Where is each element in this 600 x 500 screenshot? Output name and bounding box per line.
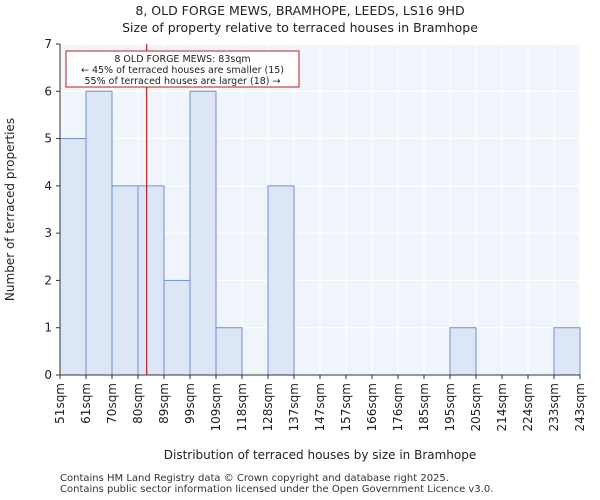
x-tick-label: 176sqm xyxy=(391,383,405,431)
bar xyxy=(267,185,295,376)
x-tick-label: 157sqm xyxy=(339,383,353,431)
x-tick-label: 205sqm xyxy=(469,383,483,431)
y-tick-label: 2 xyxy=(44,273,52,287)
y-axis-title: Number of terraced properties xyxy=(3,118,17,301)
annotation-line: 8 OLD FORGE MEWS: 83sqm xyxy=(114,54,250,65)
x-tick-label: 128sqm xyxy=(261,383,275,431)
x-tick-label: 195sqm xyxy=(443,383,457,431)
x-tick-label: 147sqm xyxy=(313,383,327,431)
x-tick-label: 80sqm xyxy=(131,383,145,424)
y-tick-label: 6 xyxy=(44,84,52,98)
bar xyxy=(111,185,139,376)
bar xyxy=(59,138,87,376)
x-tick-label: 70sqm xyxy=(105,383,119,424)
axis-labels: 0 1 2 3 4 5 6 7 51sqm 61sqm 70sqm 80sqm 89sqm 99sqm 10… xyxy=(3,37,587,462)
chart-subtitle: Size of property relative to terraced ho… xyxy=(122,20,478,35)
x-tick-label: 214sqm xyxy=(495,383,509,431)
x-axis-title: Distribution of terraced houses by size … xyxy=(164,448,477,462)
x-tick-label: 233sqm xyxy=(547,383,561,431)
x-tick-label: 61sqm xyxy=(79,383,93,424)
y-tick-label: 1 xyxy=(44,321,52,335)
bar xyxy=(163,279,191,376)
y-tick-label: 0 xyxy=(44,368,52,382)
footer-licence: Contains public sector information licen… xyxy=(60,484,494,495)
footer-copyright: Contains HM Land Registry data © Crown c… xyxy=(60,473,449,484)
x-tick-label: 51sqm xyxy=(53,383,67,424)
x-tick-label: 99sqm xyxy=(183,383,197,424)
x-tick-label: 224sqm xyxy=(521,383,535,431)
bar xyxy=(137,185,165,376)
y-tick-label: 7 xyxy=(44,37,52,51)
y-tick-label: 5 xyxy=(44,132,52,146)
annotation-box xyxy=(65,50,300,88)
bar xyxy=(215,327,243,376)
x-tick-label: 137sqm xyxy=(287,383,301,431)
annotation-line: 55% of terraced houses are larger (18) → xyxy=(85,76,281,87)
x-tick-label: 109sqm xyxy=(209,383,223,431)
x-tick-label: 185sqm xyxy=(417,383,431,431)
x-tick-label: 118sqm xyxy=(235,383,249,431)
x-tick-label: 166sqm xyxy=(365,383,379,431)
axes xyxy=(56,43,581,379)
y-tick-label: 3 xyxy=(44,226,52,240)
x-tick-label: 243sqm xyxy=(573,383,587,431)
chart-title: 8, OLD FORGE MEWS, BRAMHOPE, LEEDS, LS16… xyxy=(135,3,465,18)
y-tick-label: 4 xyxy=(44,179,52,193)
annotation-line: ← 45% of terraced houses are smaller (15… xyxy=(81,65,284,76)
bar xyxy=(189,90,217,376)
x-tick-label: 89sqm xyxy=(157,383,171,424)
bar xyxy=(553,327,581,376)
bar xyxy=(449,327,477,376)
bars xyxy=(59,90,581,376)
histogram-chart: 8 OLD FORGE MEWS: 83sqm← 45% of terraced… xyxy=(3,37,587,462)
bar xyxy=(85,90,113,376)
marker: 8 OLD FORGE MEWS: 83sqm← 45% of terraced… xyxy=(65,44,300,375)
